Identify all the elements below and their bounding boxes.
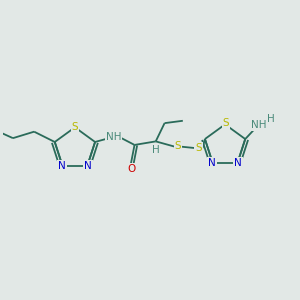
Text: N: N <box>58 161 66 171</box>
Text: S: S <box>175 141 181 151</box>
Text: H: H <box>267 114 275 124</box>
Text: N: N <box>234 158 242 168</box>
Text: NH: NH <box>106 132 121 142</box>
Text: O: O <box>127 164 135 174</box>
Text: N: N <box>84 161 92 171</box>
Text: NH: NH <box>251 120 267 130</box>
Text: H: H <box>152 145 160 155</box>
Text: S: S <box>195 142 202 153</box>
Text: S: S <box>72 122 78 132</box>
Text: N: N <box>208 158 216 168</box>
Text: S: S <box>222 118 229 128</box>
